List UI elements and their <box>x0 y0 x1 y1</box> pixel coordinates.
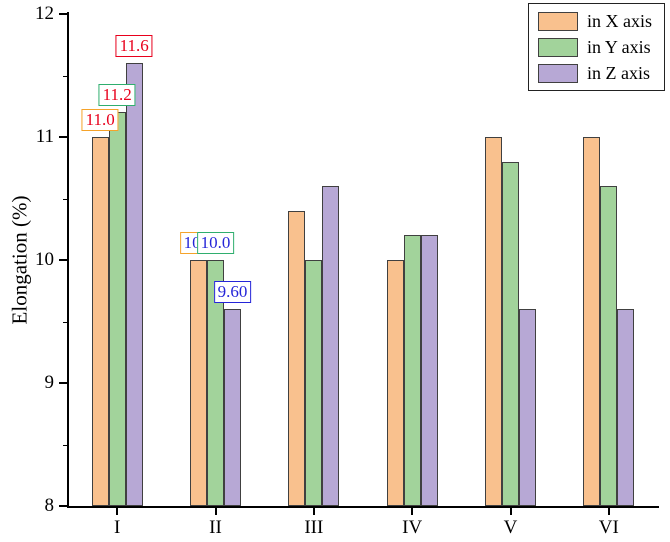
bar-in-Y-axis-I <box>108 112 126 506</box>
bar-in-X-axis-V <box>485 137 502 506</box>
x-tick <box>607 508 610 515</box>
x-tick <box>214 508 217 515</box>
y-minor-tick <box>63 75 68 77</box>
y-tick-label: 9 <box>44 372 55 393</box>
y-minor-tick <box>63 321 68 323</box>
y-major-tick <box>59 382 68 384</box>
legend-item: in X axis <box>538 11 652 31</box>
bar-in-Y-axis-III <box>305 260 323 506</box>
y-tick-label: 8 <box>44 495 55 516</box>
y-major-tick <box>59 13 68 15</box>
bar-in-Z-axis-IV <box>420 235 438 506</box>
bar-in-Z-axis-V <box>519 309 536 506</box>
x-tick-label: I <box>113 517 121 538</box>
x-tick <box>411 508 414 515</box>
y-major-tick <box>59 259 68 261</box>
x-tick-label: III <box>304 517 324 538</box>
y-major-tick <box>59 136 68 138</box>
value-label: 11.6 <box>115 35 153 58</box>
bar-in-Y-axis-IV <box>403 235 421 506</box>
bar-in-Z-axis-I <box>125 63 143 506</box>
value-label: 10.0 <box>196 232 235 254</box>
y-tick-label: 11 <box>35 126 54 147</box>
bar-in-Y-axis-II <box>207 260 224 506</box>
bar-in-X-axis-I <box>91 137 109 506</box>
bar-in-Y-axis-V <box>502 161 519 506</box>
legend-item: in Y axis <box>538 37 652 57</box>
legend-swatch <box>538 11 578 31</box>
legend-item: in Z axis <box>538 63 652 83</box>
x-tick <box>509 508 512 515</box>
bar-in-Z-axis-III <box>322 186 340 506</box>
x-tick-label: V <box>503 517 518 538</box>
bar-in-X-axis-II <box>190 260 207 506</box>
bar-in-Z-axis-VI <box>617 309 635 506</box>
value-label: 9.60 <box>213 281 252 304</box>
x-tick-label: VI <box>598 517 619 538</box>
y-tick-label: 10 <box>35 249 54 270</box>
y-minor-tick <box>63 444 68 446</box>
legend-swatch <box>538 37 578 57</box>
bar-in-X-axis-III <box>288 210 306 506</box>
legend: in X axis in Y axis in Z axis <box>528 3 665 91</box>
bar-in-X-axis-VI <box>583 137 601 506</box>
value-label: 11.2 <box>98 84 136 107</box>
x-tick <box>116 508 119 515</box>
x-tick-label: II <box>209 517 222 538</box>
legend-swatch <box>538 63 578 83</box>
legend-label: in X axis <box>587 11 652 31</box>
x-tick <box>312 508 315 515</box>
bar-in-Z-axis-II <box>224 309 241 506</box>
bar-in-X-axis-IV <box>386 260 404 506</box>
x-tick-label: IV <box>402 517 423 538</box>
y-minor-tick <box>63 198 68 200</box>
y-major-tick <box>59 505 68 507</box>
x-axis <box>67 506 659 508</box>
y-tick-label: 12 <box>35 3 54 24</box>
legend-label: in Z axis <box>587 63 650 83</box>
y-axis <box>67 12 69 508</box>
value-label: 11.0 <box>81 109 119 131</box>
legend-label: in Y axis <box>587 37 651 57</box>
bar-in-Y-axis-VI <box>600 186 618 506</box>
